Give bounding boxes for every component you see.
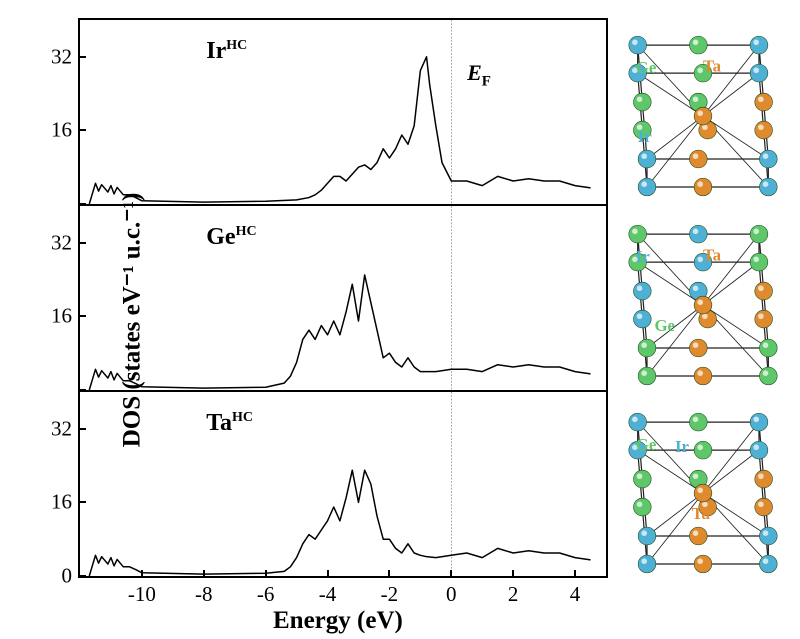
ytick-value: 32	[51, 44, 80, 69]
dos-panels-column: 1632IrHCEF1632GeHC01632-10-8-6-4-2024TaH…	[78, 18, 608, 578]
svg-text:Ge: Ge	[636, 435, 657, 454]
crystal-structure-TaHC: Ge Ir Ta	[618, 395, 788, 584]
crystal-structure-GeHC: Ir Ta Ge	[618, 207, 788, 396]
ytick-value: 16	[51, 304, 80, 329]
xtick-value: -10	[128, 576, 156, 607]
x-axis-label: Energy (eV)	[273, 607, 403, 635]
svg-text:Ta: Ta	[703, 56, 722, 75]
dos-figure: DOS (states eV⁻¹ u.c.⁻¹) Energy (eV) 163…	[0, 0, 800, 639]
svg-text:Ge: Ge	[654, 316, 675, 335]
dos-panel-GeHC: 1632GeHC	[78, 206, 608, 392]
dos-panel-TaHC: 01632-10-8-6-4-2024TaHC	[78, 392, 608, 578]
svg-text:Ge: Ge	[636, 58, 657, 77]
svg-text:Ir: Ir	[636, 247, 651, 266]
xtick-value: -4	[319, 576, 337, 607]
xtick-value: 0	[446, 576, 457, 607]
svg-text:Ta: Ta	[692, 505, 711, 524]
ytick-value: 16	[51, 118, 80, 143]
xtick-value: 4	[570, 576, 581, 607]
fermi-energy-label: EF	[467, 60, 491, 90]
xtick-value: 2	[508, 576, 519, 607]
ytick-value: 0	[62, 564, 81, 589]
panel-label: IrHC	[206, 38, 247, 65]
svg-text:Ir: Ir	[638, 127, 653, 146]
crystal-structure-IrHC: Ge Ta Ir	[618, 18, 788, 207]
panel-label: TaHC	[206, 410, 253, 437]
xtick-value: -2	[381, 576, 399, 607]
ytick-value: 32	[51, 230, 80, 255]
ytick-value: 16	[51, 490, 80, 515]
dos-panel-IrHC: 1632IrHCEF	[78, 18, 608, 206]
xtick-value: -8	[195, 576, 213, 607]
svg-text:Ir: Ir	[675, 437, 690, 456]
panel-label: GeHC	[206, 224, 256, 251]
structure-panels-column: Ge Ta Ir Ir Ta Ge Ge Ir Ta	[618, 18, 788, 578]
xtick-value: -6	[257, 576, 275, 607]
ytick-value: 32	[51, 416, 80, 441]
svg-text:Ta: Ta	[703, 245, 722, 264]
